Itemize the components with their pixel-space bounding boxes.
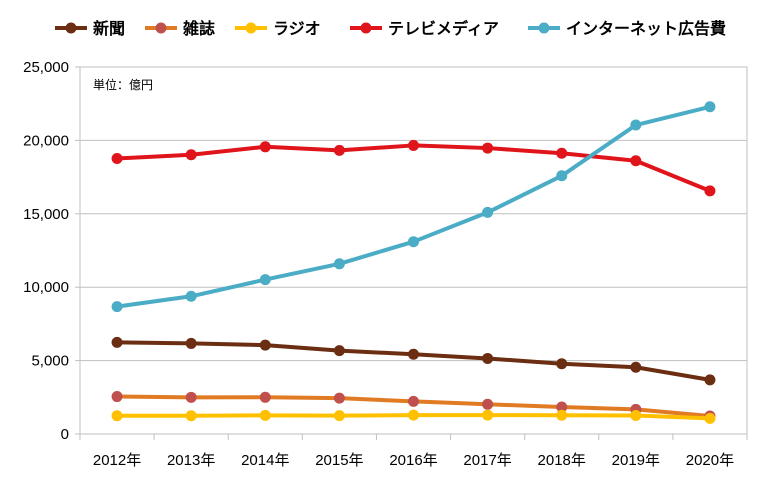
- legend-marker: [360, 22, 372, 34]
- y-axis-ticks: 0 5,000 10,000 15,000 20,000 25,000: [23, 59, 80, 443]
- data-point: [482, 409, 494, 421]
- data-point: [185, 149, 197, 161]
- legend-label: 新聞: [93, 19, 125, 38]
- data-point: [482, 398, 494, 410]
- legend-item: テレビメディア: [350, 19, 499, 38]
- data-point: [704, 374, 716, 386]
- data-point: [482, 206, 494, 218]
- data-point: [556, 409, 568, 421]
- y-tick-label: 25,000: [23, 59, 69, 76]
- x-tick-label: 2020年: [686, 452, 734, 469]
- data-point: [704, 412, 716, 424]
- data-point: [704, 101, 716, 113]
- data-point: [408, 139, 419, 151]
- data-point: [408, 348, 419, 360]
- series-0: [111, 336, 716, 386]
- data-point: [111, 152, 123, 164]
- legend-label: 雑誌: [182, 19, 215, 38]
- legend-item: ラジオ: [235, 19, 321, 38]
- legend-item: 新聞: [55, 19, 125, 38]
- data-point: [111, 391, 123, 403]
- data-point: [259, 339, 271, 351]
- series-group: [111, 101, 716, 424]
- y-tick-label: 5,000: [31, 353, 69, 370]
- legend-item: 雑誌: [145, 19, 215, 38]
- unit-note: 単位：億円: [93, 77, 153, 92]
- y-tick-label: 20,000: [23, 132, 69, 149]
- x-tick-label: 2016年: [389, 452, 437, 469]
- legend-item: インターネット広告費: [528, 19, 726, 38]
- data-point: [259, 409, 271, 421]
- data-point: [630, 155, 642, 167]
- data-point: [482, 352, 494, 364]
- data-point: [259, 391, 271, 403]
- data-point: [185, 391, 197, 403]
- data-point: [333, 258, 345, 270]
- data-point: [333, 410, 345, 422]
- x-tick-label: 2019年: [612, 452, 660, 469]
- data-point: [630, 119, 642, 131]
- x-tick-label: 2015年: [315, 452, 363, 469]
- legend-marker: [245, 22, 257, 34]
- x-tick-label: 2012年: [93, 452, 141, 469]
- legend-marker: [538, 22, 550, 34]
- series-3: [111, 139, 716, 197]
- data-point: [333, 144, 345, 156]
- data-point: [333, 392, 345, 404]
- y-tick-label: 10,000: [23, 279, 69, 296]
- data-point: [185, 410, 197, 422]
- legend: 新聞 雑誌 ラジオ テレビメディア インターネット広告費: [55, 19, 726, 38]
- data-point: [259, 274, 271, 286]
- x-tick-label: 2018年: [538, 452, 586, 469]
- data-point: [111, 336, 123, 348]
- data-point: [482, 142, 494, 154]
- data-point: [259, 141, 271, 153]
- legend-label: ラジオ: [273, 19, 321, 38]
- legend-label: インターネット広告費: [566, 19, 726, 38]
- legend-marker: [65, 22, 77, 34]
- data-point: [333, 345, 345, 357]
- legend-label: テレビメディア: [388, 19, 499, 38]
- data-point: [111, 410, 123, 422]
- data-point: [408, 409, 419, 421]
- y-tick-label: 15,000: [23, 206, 69, 223]
- legend-marker: [155, 22, 167, 34]
- data-point: [556, 147, 568, 159]
- data-point: [408, 395, 419, 407]
- data-point: [111, 301, 123, 313]
- data-point: [556, 170, 568, 182]
- x-axis-ticks: 2012年 2013年 2014年 2015年 2016年 2017年 2018年 2019年…: [79, 434, 748, 469]
- data-point: [630, 410, 642, 422]
- y-tick-label: 0: [61, 426, 69, 443]
- data-point: [556, 401, 568, 413]
- data-point: [630, 361, 642, 373]
- data-point: [185, 290, 197, 302]
- data-point: [408, 236, 419, 248]
- x-tick-label: 2017年: [463, 452, 511, 469]
- x-tick-label: 2014年: [241, 452, 289, 469]
- series-2: [111, 409, 716, 424]
- series-4: [111, 101, 716, 313]
- data-point: [704, 185, 716, 197]
- x-tick-label: 2013年: [167, 452, 215, 469]
- data-point: [185, 337, 197, 349]
- data-point: [556, 358, 568, 370]
